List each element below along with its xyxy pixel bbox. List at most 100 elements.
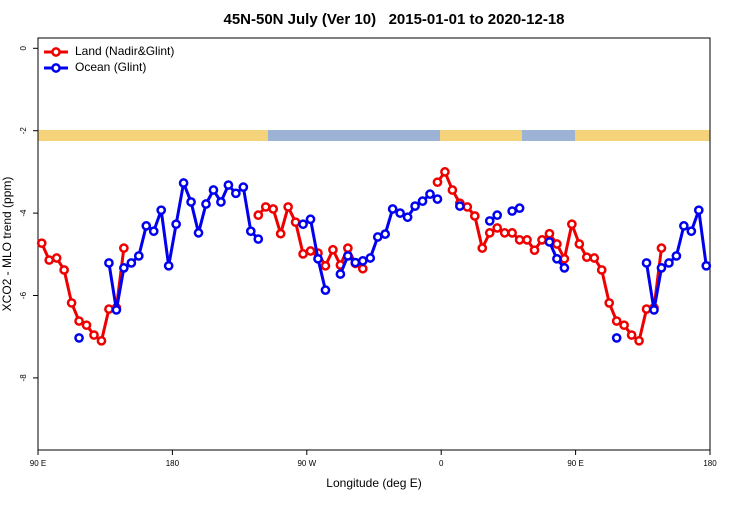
point	[432, 194, 443, 204]
point	[208, 185, 219, 195]
point	[544, 237, 555, 247]
point	[148, 226, 159, 237]
point	[313, 253, 323, 264]
point	[96, 335, 107, 346]
point	[335, 269, 346, 279]
point	[559, 263, 570, 273]
point	[634, 335, 644, 346]
x-tick-label: 180	[703, 459, 717, 468]
point	[178, 178, 189, 188]
point	[596, 265, 607, 275]
point	[641, 258, 652, 268]
point	[275, 228, 286, 239]
point	[589, 253, 600, 263]
y-tick-label: -8	[19, 374, 28, 382]
land-ocean-strip	[38, 130, 710, 141]
x-tick-label: 180	[166, 459, 180, 468]
point	[320, 260, 331, 271]
legend-marker	[51, 47, 61, 57]
point	[305, 214, 316, 225]
x-axis-label: Longitude (deg E)	[326, 476, 421, 490]
chart-title: 45N-50N July (Ver 10) 2015-01-01 to 2020…	[223, 11, 564, 28]
point	[133, 251, 144, 261]
point	[499, 228, 510, 238]
point	[141, 221, 152, 231]
x-tick-label: 90 W	[297, 459, 316, 468]
point	[298, 249, 308, 259]
point	[410, 201, 420, 211]
point	[81, 320, 92, 331]
point	[425, 189, 435, 199]
point	[402, 212, 413, 223]
point	[492, 210, 503, 221]
point	[484, 228, 495, 238]
point	[343, 251, 353, 261]
point	[193, 228, 204, 238]
point	[507, 228, 517, 238]
point	[611, 316, 622, 326]
point	[522, 235, 532, 245]
point	[447, 185, 458, 195]
point	[104, 258, 114, 268]
point	[395, 208, 405, 218]
point	[163, 260, 174, 271]
point	[469, 211, 480, 221]
point	[59, 265, 69, 275]
x-tick-label: 0	[439, 459, 444, 468]
point	[231, 188, 241, 199]
point	[44, 255, 55, 265]
point	[365, 253, 376, 263]
point	[552, 239, 562, 249]
point	[223, 180, 234, 190]
point	[380, 229, 391, 239]
point	[253, 210, 264, 221]
point	[432, 177, 443, 188]
point	[320, 285, 331, 295]
point	[701, 260, 712, 271]
point	[552, 253, 562, 264]
point	[626, 330, 637, 340]
point	[693, 205, 704, 216]
point	[671, 251, 682, 261]
point	[581, 252, 592, 263]
point	[111, 305, 122, 315]
land-band	[575, 130, 710, 141]
point	[343, 243, 353, 253]
y-tick-label: -4	[19, 209, 28, 217]
point	[171, 219, 181, 230]
point	[656, 263, 667, 273]
point	[119, 243, 129, 253]
point	[119, 263, 129, 273]
point	[544, 228, 555, 239]
point	[238, 182, 249, 192]
point	[51, 253, 62, 263]
y-tick-label: 0	[19, 46, 28, 51]
point	[245, 226, 256, 237]
point	[604, 298, 615, 308]
point	[492, 223, 503, 233]
point	[305, 246, 316, 256]
point	[649, 305, 659, 315]
y-tick-label: -2	[19, 127, 28, 135]
point	[440, 167, 450, 177]
point	[462, 202, 473, 212]
point	[156, 205, 167, 216]
point	[298, 219, 308, 230]
point	[686, 226, 697, 237]
point	[641, 304, 652, 314]
point	[656, 243, 667, 253]
point	[89, 330, 99, 340]
point	[104, 304, 114, 314]
point	[74, 316, 84, 326]
point	[514, 203, 525, 214]
point	[253, 234, 264, 244]
point	[484, 216, 495, 226]
point	[455, 201, 465, 211]
point	[417, 196, 428, 207]
point	[387, 204, 398, 214]
point	[283, 202, 293, 212]
y-axis-label: XCO2 - MLO trend (ppm)	[0, 177, 14, 312]
point	[328, 244, 338, 255]
x-tick-label: 90 E	[567, 459, 583, 468]
